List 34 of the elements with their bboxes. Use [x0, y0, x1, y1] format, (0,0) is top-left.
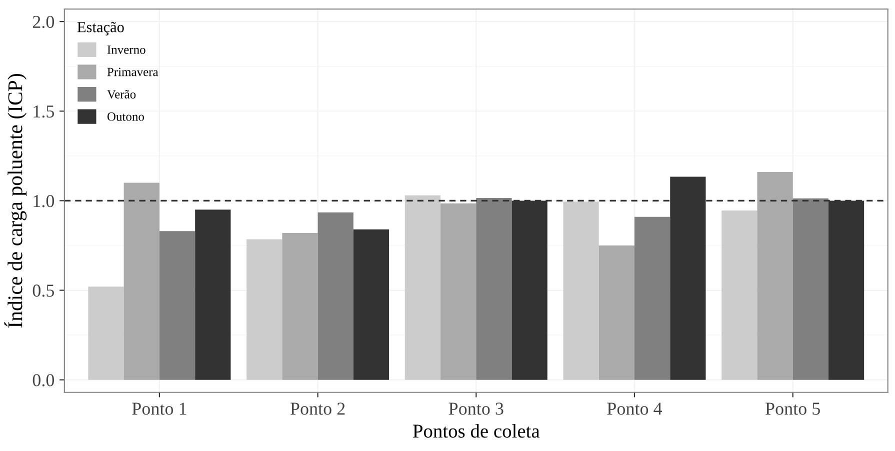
x-tick-label: Ponto 5: [766, 402, 820, 415]
bar: [159, 231, 196, 380]
bar: [124, 182, 160, 380]
y-axis-title: Índice de carga poluente (ICP): [4, 74, 27, 328]
bar: [404, 195, 441, 380]
x-tick-label: Ponto 3: [448, 402, 504, 415]
bar: [563, 202, 599, 380]
bar: [318, 212, 354, 380]
y-tick-label: 2.0: [32, 16, 54, 28]
bar: [792, 198, 828, 380]
bar: [282, 232, 318, 380]
bar: [195, 210, 231, 380]
bar: [634, 216, 670, 380]
y-tick-label: 1.5: [34, 105, 54, 118]
bar: [598, 245, 634, 380]
y-tick-label: 0.0: [32, 374, 54, 386]
bar: [246, 239, 282, 380]
x-axis-title: Pontos de coleta: [412, 424, 540, 438]
legend-label: Verão: [107, 90, 136, 99]
bar: [722, 210, 758, 380]
y-tick-label: 0.5: [32, 284, 54, 297]
bar: [476, 198, 512, 380]
legend-label: Primavera: [107, 68, 158, 76]
legend-label: Outono: [107, 112, 144, 121]
x-tick-label: Ponto 2: [290, 402, 345, 415]
x-tick-label: Ponto 4: [607, 402, 662, 415]
legend-label: Inverno: [107, 46, 146, 54]
bar: [88, 286, 124, 380]
bar: [353, 229, 390, 380]
y-tick-label: 1.0: [34, 194, 54, 208]
x-tick-label: Ponto 1: [132, 402, 186, 415]
bar: [440, 203, 476, 380]
legend-title: Estação: [77, 22, 124, 36]
bar: [757, 172, 793, 380]
